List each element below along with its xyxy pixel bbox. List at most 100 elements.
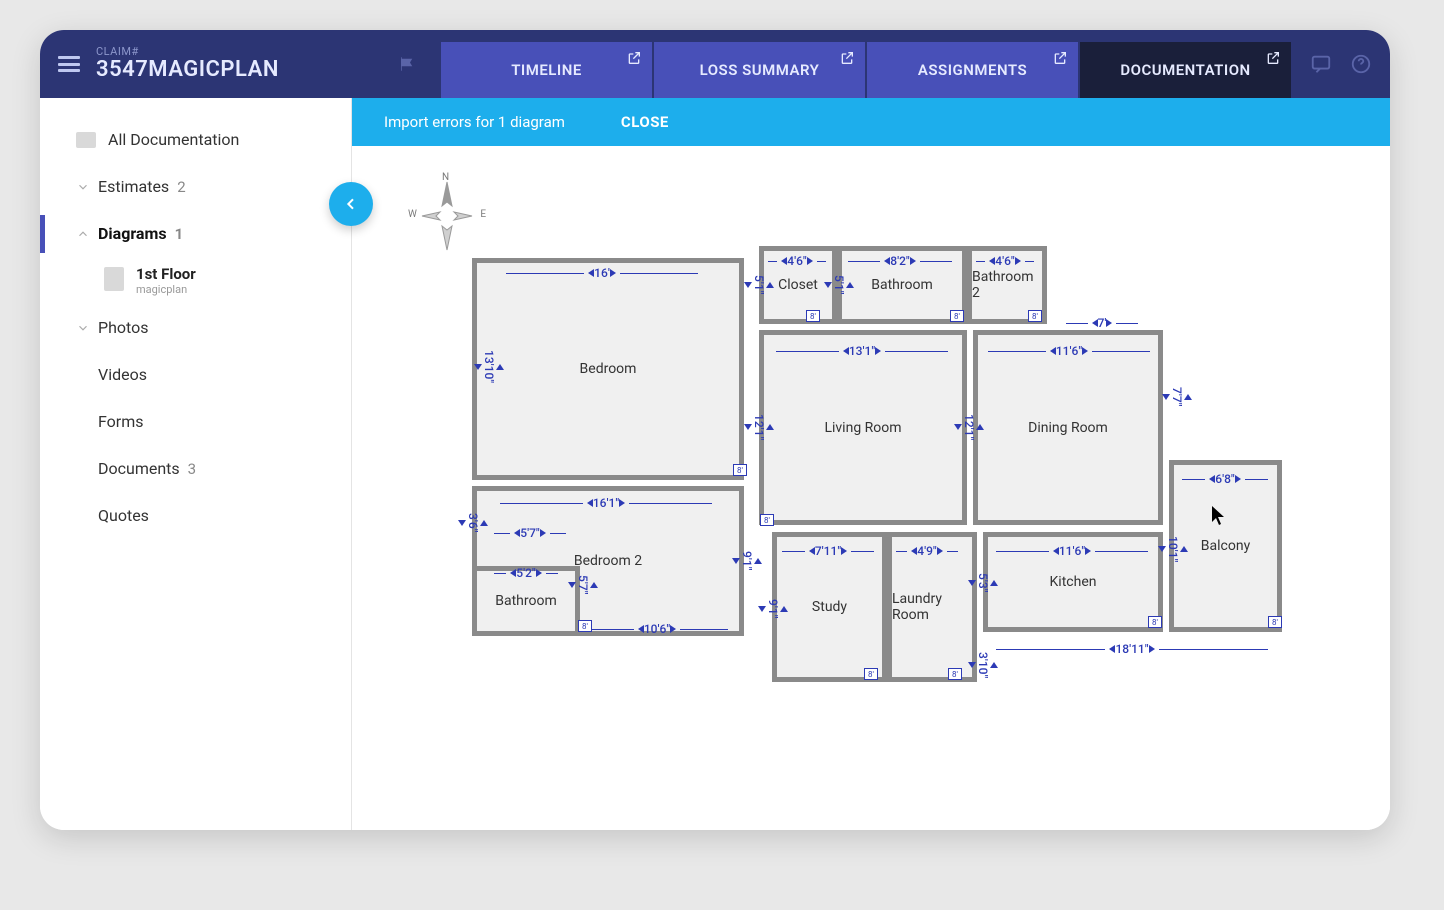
square-marker: 8' (948, 668, 962, 680)
room-label: Study (812, 599, 847, 615)
cursor-icon (1212, 506, 1226, 526)
sidebar-item-label: Documents (98, 459, 180, 478)
dimension-v: 5'1" (752, 252, 766, 318)
room-label: Closet (778, 277, 818, 293)
tab-loss-summary[interactable]: LOSS SUMMARY (654, 42, 865, 98)
dimension-h: 11'6" (984, 344, 1154, 358)
sidebar-top-label: All Documentation (108, 130, 239, 149)
tab-timeline[interactable]: TIMELINE (441, 42, 652, 98)
dimension-v: 7'7" (1170, 342, 1184, 452)
dimension-h: 8'2" (844, 254, 956, 268)
dimension-v: 5'3" (976, 546, 990, 620)
dimension-h: 10'6" (582, 622, 732, 636)
compass-w: W (408, 209, 417, 220)
tab-label: TIMELINE (511, 61, 582, 79)
compass-n: N (442, 172, 449, 183)
room-living-room[interactable]: Living Room (759, 330, 967, 525)
body: All Documentation Estimates 2Diagrams 11… (40, 98, 1390, 830)
chevron-down-icon (76, 321, 90, 335)
dimension-v: 12'1" (752, 342, 766, 512)
sidebar-item-label: Quotes (98, 506, 149, 525)
square-marker: 8' (1028, 310, 1042, 322)
dimension-v: 3'6" (466, 496, 480, 550)
tab-label: ASSIGNMENTS (918, 61, 1027, 79)
dimension-h: 16' (502, 266, 702, 280)
room-label: Dining Room (1028, 420, 1108, 436)
claim-block: CLAIM# 3547MAGICPLAN (96, 46, 279, 82)
tabs: TIMELINE LOSS SUMMARY ASSIGNMENTS DOCUMENTA… (440, 30, 1292, 98)
square-marker: 8' (806, 310, 820, 322)
dimension-h: 13'1" (772, 344, 952, 358)
sidebar-item-count: 3 (188, 460, 196, 478)
sidebar-subitem-1st-floor[interactable]: 1st Floormagicplan (40, 257, 351, 304)
sidebar-item-label: Diagrams (98, 224, 167, 243)
sidebar-item-videos[interactable]: Videos (40, 351, 351, 398)
sidebar-item-label: Videos (98, 365, 147, 384)
menu-icon[interactable] (58, 56, 80, 72)
sidebar-item-quotes[interactable]: Quotes (40, 492, 351, 539)
import-error-banner: Import errors for 1 diagram CLOSE (352, 98, 1390, 146)
compass-e: E (480, 209, 486, 220)
external-link-icon[interactable] (1265, 50, 1281, 66)
external-link-icon[interactable] (1052, 50, 1068, 66)
tab-assignments[interactable]: ASSIGNMENTS (867, 42, 1078, 98)
square-marker: 8' (760, 514, 774, 526)
dimension-h: 16'1" (496, 496, 716, 510)
room-label: Balcony (1201, 538, 1250, 554)
dimension-v: 9'1" (740, 496, 754, 626)
document-icon (104, 267, 124, 291)
sidebar-item-documents[interactable]: Documents 3 (40, 445, 351, 492)
dimension-h: 7'11" (778, 544, 878, 558)
dimension-h: 4'6" (764, 254, 830, 268)
collapse-sidebar-button[interactable] (329, 182, 373, 226)
sidebar-item-photos[interactable]: Photos (40, 304, 351, 351)
dimension-v: 5'1" (832, 252, 846, 318)
chat-icon[interactable] (1310, 53, 1332, 75)
dimension-v: 5'7" (576, 546, 590, 624)
help-icon[interactable] (1350, 53, 1372, 75)
external-link-icon[interactable] (626, 50, 642, 66)
sidebar-all-documentation[interactable]: All Documentation (40, 116, 351, 163)
room-label: Kitchen (1050, 574, 1097, 590)
dimension-h: 18'11" (992, 642, 1272, 656)
subitem-title: 1st Floor (136, 265, 196, 283)
chevron-left-icon (343, 196, 359, 212)
tab-label: DOCUMENTATION (1120, 61, 1250, 79)
room-bedroom[interactable]: Bedroom (472, 258, 744, 480)
dimension-h: 5'2" (490, 566, 562, 580)
tab-documentation[interactable]: DOCUMENTATION (1080, 42, 1291, 98)
chevron-down-icon (76, 180, 90, 194)
header-right (1292, 30, 1390, 98)
external-link-icon[interactable] (839, 50, 855, 66)
sidebar-item-diagrams[interactable]: Diagrams 1 (40, 210, 351, 257)
room-label: Laundry Room (892, 591, 972, 623)
dimension-h: 5'7" (490, 526, 570, 540)
sidebar-item-forms[interactable]: Forms (40, 398, 351, 445)
header: CLAIM# 3547MAGICPLAN TIMELINE LOSS SUMMAR… (40, 30, 1390, 98)
dimension-h: 4'6" (972, 254, 1038, 268)
dimension-v: 3'10" (976, 638, 990, 692)
chevron-up-icon (76, 227, 90, 241)
banner-close-button[interactable]: CLOSE (621, 113, 669, 131)
square-marker: 8' (733, 464, 747, 476)
dimension-h: 4'9" (892, 544, 962, 558)
dimension-v: 9'1" (766, 546, 780, 672)
square-marker: 8' (950, 310, 964, 322)
sidebar-item-label: Estimates (98, 177, 169, 196)
square-marker: 8' (578, 620, 592, 632)
dimension-h: 7' (1062, 316, 1142, 330)
sidebar-item-label: Forms (98, 412, 144, 431)
room-label: Bathroom (871, 277, 932, 293)
flag-icon[interactable] (398, 55, 416, 73)
sidebar-item-estimates[interactable]: Estimates 2 (40, 163, 351, 210)
dimension-v: 10'1" (1166, 476, 1180, 622)
floorplan-canvas[interactable]: N E W BedroomClosetBathroomBathroom 2Liv… (352, 146, 1390, 830)
square-marker: 8' (1268, 616, 1282, 628)
compass-icon: N E W (412, 176, 482, 256)
square-marker: 8' (1148, 616, 1162, 628)
header-left: CLAIM# 3547MAGICPLAN (40, 30, 440, 98)
room-dining-room[interactable]: Dining Room (973, 330, 1163, 525)
sidebar-item-label: Photos (98, 318, 149, 337)
room-label: Bathroom (495, 593, 556, 609)
square-marker: 8' (864, 668, 878, 680)
